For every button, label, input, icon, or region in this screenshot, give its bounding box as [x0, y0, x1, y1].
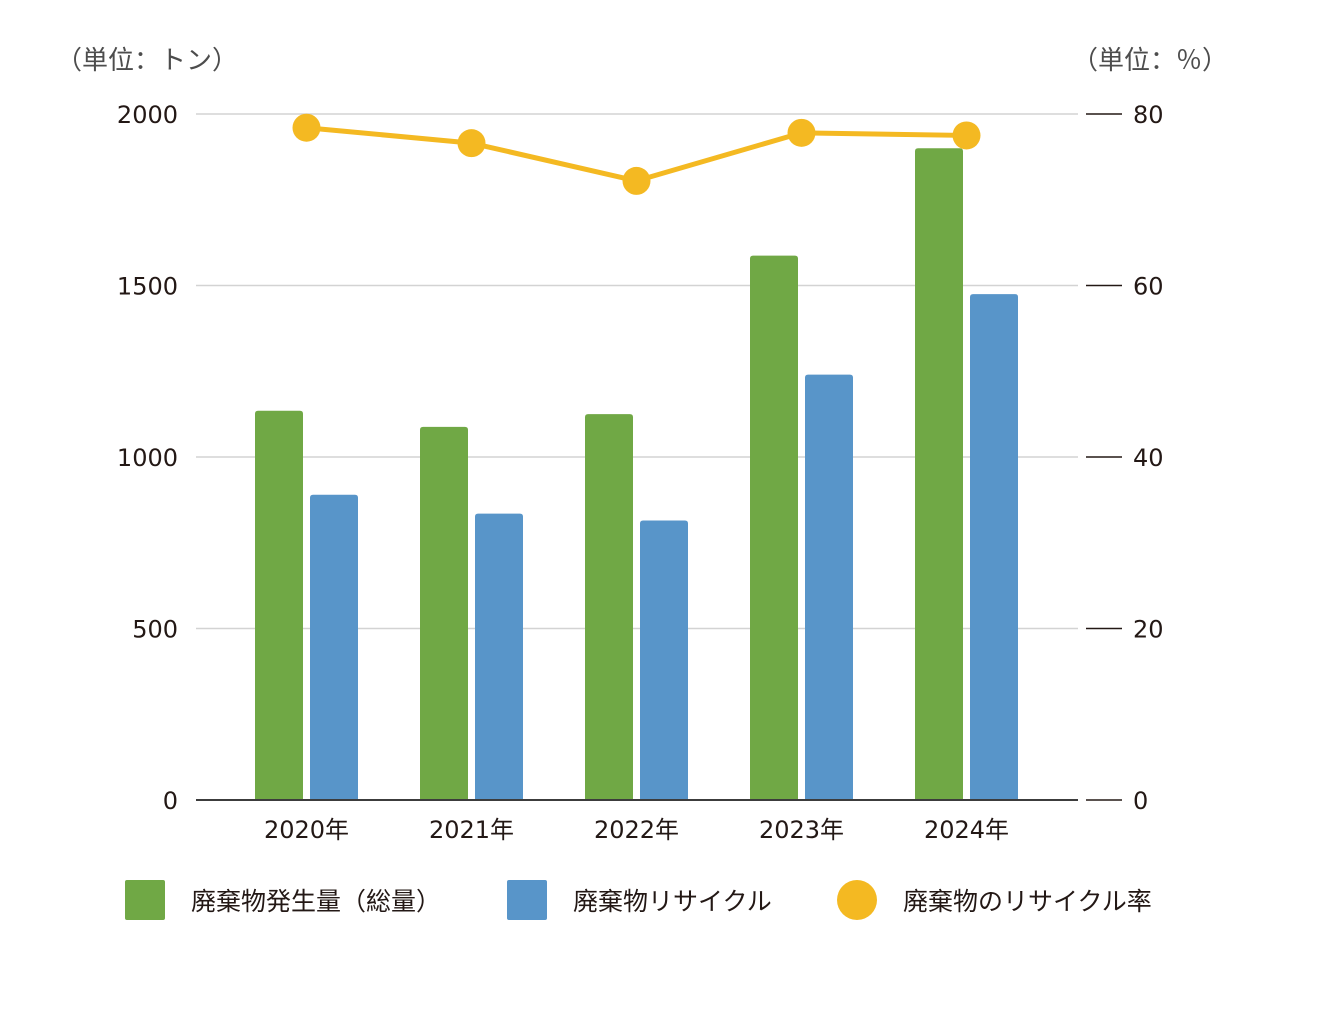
right-tick-label: 0 [1133, 787, 1148, 815]
bar-waste-recycling [475, 513, 523, 800]
bar-waste-recycling [310, 494, 358, 800]
legend-swatch-waste-generation [125, 880, 165, 920]
legend-label-recycling-rate: 廃棄物のリサイクル率 [903, 887, 1152, 916]
legend-label-waste-recycling: 廃棄物リサイクル [573, 887, 772, 916]
legend-swatch-waste-recycling [507, 880, 547, 920]
right-tick-label: 80 [1133, 101, 1164, 129]
legend-item-waste-generation: 廃棄物発生量（総量） [125, 878, 441, 922]
right-tick-label: 20 [1133, 616, 1164, 644]
bar-waste-generation [585, 414, 633, 800]
x-tick-label: 2024年 [924, 816, 1009, 844]
bar-waste-generation [915, 148, 963, 801]
bar-waste-recycling [640, 520, 688, 800]
legend-label-waste-generation: 廃棄物発生量（総量） [191, 887, 442, 916]
bar-waste-generation [255, 410, 303, 800]
legend-item-waste-recycling: 廃棄物リサイクル [507, 878, 772, 922]
recycling-rate-point [457, 129, 486, 158]
left-tick-label: 1500 [117, 273, 178, 301]
left-tick-label: 1000 [117, 444, 178, 472]
bar-waste-generation [420, 426, 468, 800]
recycling-rate-point [787, 118, 816, 147]
right-axis-unit-label: （単位：％） [1072, 46, 1229, 76]
recycling-rate-point [292, 113, 321, 142]
x-tick-label: 2020年 [264, 816, 349, 844]
legend-swatch-recycling-rate [837, 880, 877, 920]
left-tick-label: 500 [132, 616, 178, 644]
right-tick-label: 40 [1133, 444, 1164, 472]
legend: 廃棄物発生量（総量） 廃棄物リサイクル 廃棄物のリサイクル率 [0, 878, 1317, 922]
bar-waste-recycling [805, 374, 853, 800]
right-tick-label: 60 [1133, 273, 1164, 301]
recycling-rate-point [952, 121, 981, 150]
x-tick-label: 2022年 [594, 816, 679, 844]
bar-waste-generation [750, 255, 798, 800]
left-tick-label: 0 [163, 787, 178, 815]
left-tick-label: 2000 [117, 101, 178, 129]
x-tick-label: 2023年 [759, 816, 844, 844]
x-tick-label: 2021年 [429, 816, 514, 844]
left-axis-unit-label: （単位：トン） [56, 46, 239, 76]
recycling-rate-point [622, 166, 651, 195]
bar-waste-recycling [970, 294, 1018, 800]
legend-item-recycling-rate: 廃棄物のリサイクル率 [837, 878, 1152, 922]
